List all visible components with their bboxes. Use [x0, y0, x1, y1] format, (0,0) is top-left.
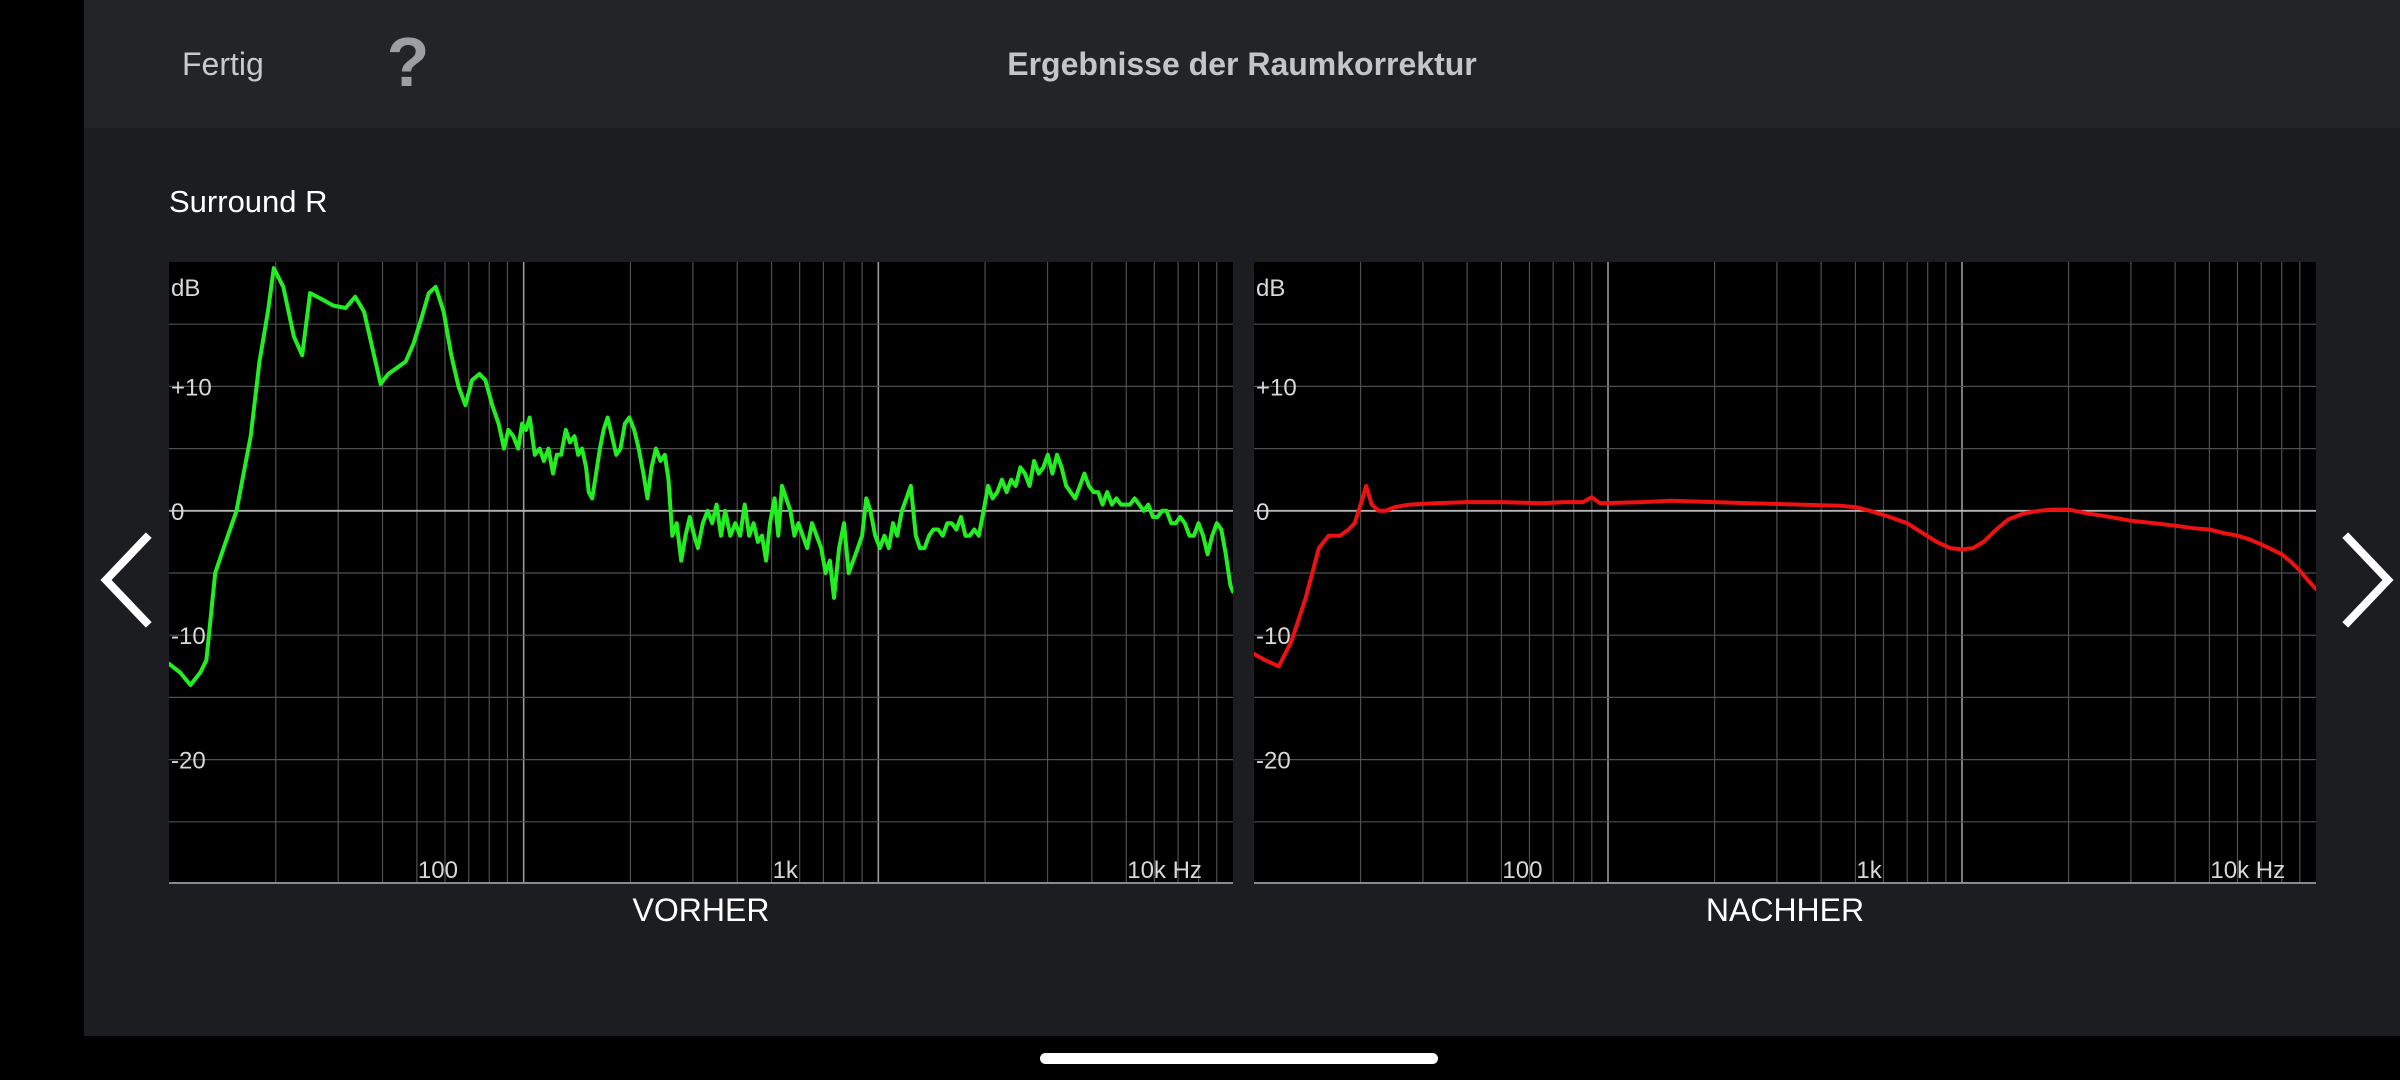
top-bar: Fertig ? Ergebnisse der Raumkorrektur: [84, 0, 2400, 128]
after-chart-grid: [1254, 262, 2316, 884]
before-chart-x-tick-label: 100: [418, 857, 458, 884]
chevron-right-icon[interactable]: [2330, 528, 2400, 632]
page-title: Ergebnisse der Raumkorrektur: [1007, 46, 1477, 82]
after-chart-y-tick-label: -10: [1256, 623, 1291, 650]
after-chart-y-tick-label: -20: [1256, 748, 1291, 775]
before-chart-caption: VORHER: [632, 892, 770, 928]
before-chart-y-tick-label: -20: [171, 748, 206, 775]
before-chart-series-line: [169, 266, 1233, 687]
before-chart-y-unit-label: dB: [171, 275, 200, 302]
before-chart-x-tick-label: 1k: [773, 857, 799, 884]
before-chart-plot: dB +10 0 -10 -20 100 1k 10k Hz: [169, 262, 1233, 884]
home-indicator[interactable]: [1040, 1053, 1438, 1064]
app-screen: Fertig ? Ergebnisse der Raumkorrektur Su…: [84, 0, 2400, 1036]
before-chart-grid: [169, 262, 1233, 884]
after-chart-series-line: [1254, 483, 2316, 669]
after-chart-plot: dB +10 0 -10 -20 100 1k 10k Hz: [1254, 262, 2316, 884]
after-chart-y-unit-label: dB: [1256, 275, 1285, 302]
before-chart-y-tick-label: +10: [171, 374, 212, 401]
after-chart-x-tick-label: 10k Hz: [2210, 857, 2285, 884]
after-chart-y-tick-label: 0: [1256, 499, 1269, 526]
channel-name: Surround R: [169, 184, 328, 219]
before-chart-y-tick-label: -10: [171, 623, 206, 650]
after-chart-y-tick-label: +10: [1256, 374, 1297, 401]
before-chart-y-tick-label: 0: [171, 499, 184, 526]
after-chart-x-tick-label: 1k: [1856, 857, 1882, 884]
after-chart-caption: NACHHER: [1705, 892, 1865, 928]
after-chart-x-tick-label: 100: [1502, 857, 1542, 884]
chevron-left-icon[interactable]: [94, 528, 164, 632]
help-button[interactable]: ?: [386, 23, 430, 101]
done-button[interactable]: Fertig: [182, 46, 264, 82]
before-chart-x-tick-label: 10k Hz: [1127, 857, 1202, 884]
